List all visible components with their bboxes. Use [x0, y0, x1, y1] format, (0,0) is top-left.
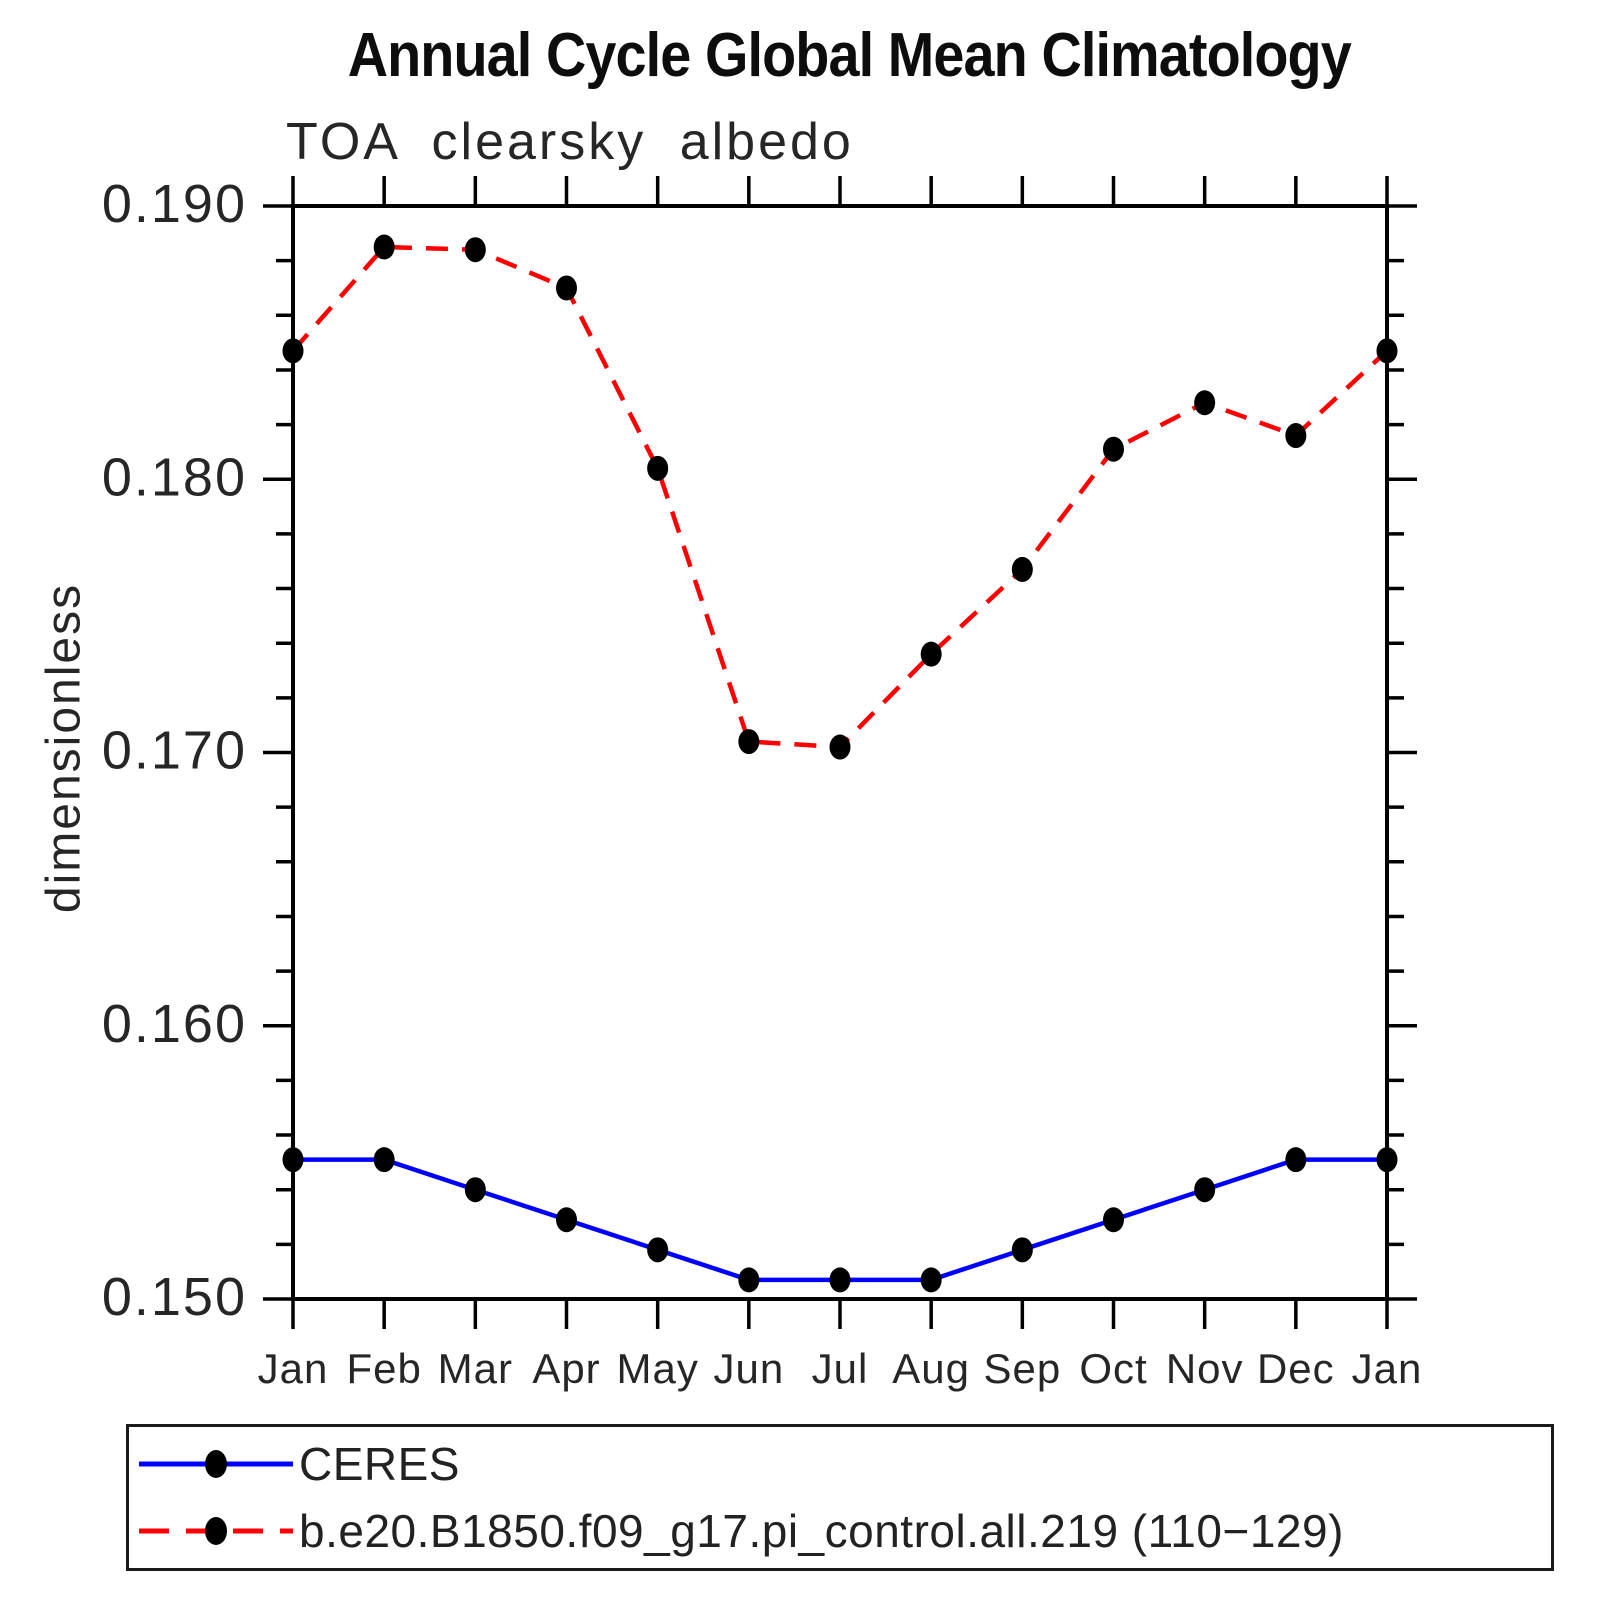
x-tick-label: Mar: [438, 1345, 513, 1392]
data-point-marker: [1103, 1207, 1124, 1233]
data-point-marker: [373, 234, 395, 260]
legend-label-model: b.e20.B1850.f09_g17.pi_control.all.219 (…: [299, 1505, 1344, 1558]
x-tick-label: Apr: [532, 1345, 600, 1392]
x-axis-ticks: Jan Feb Mar Apr May Jun Jul Aug Sep Oct Nov Dec Jan: [258, 176, 1423, 1392]
x-tick-label: May: [616, 1345, 698, 1392]
x-tick-label: Sep: [983, 1345, 1061, 1392]
x-tick-label: Jan: [258, 1345, 329, 1392]
chart-title: Annual Cycle Global Mean Climatology: [347, 21, 1352, 90]
y-tick-label: 0.160: [102, 994, 247, 1054]
y-tick-label: 0.190: [102, 174, 247, 234]
y-tick-label: 0.170: [102, 721, 247, 781]
data-point-marker: [829, 1267, 851, 1293]
series-ceres: [282, 1147, 1398, 1293]
y-axis-ticks: 0.150 0.160 0.170 0.180 0.190: [102, 174, 1417, 1327]
plot-frame: [291, 204, 1389, 1301]
data-point-marker: [556, 1207, 577, 1233]
x-tick-label: Jun: [713, 1345, 784, 1392]
data-point-marker: [1285, 423, 1307, 449]
x-tick-label: Dec: [1257, 1345, 1335, 1392]
data-point-marker: [1376, 338, 1398, 364]
legend-item-ceres: CERES: [135, 1433, 1551, 1495]
legend-marker-icon: [205, 1517, 227, 1546]
legend-swatch-ceres: [139, 1449, 293, 1478]
legend-swatch-model: [139, 1517, 293, 1546]
x-tick-label: Aug: [892, 1345, 970, 1392]
data-point-marker: [1194, 1177, 1216, 1203]
data-point-marker: [1194, 390, 1216, 416]
data-point-marker: [1285, 1147, 1307, 1173]
data-point-marker: [1011, 1237, 1033, 1263]
data-point-marker: [464, 237, 486, 263]
data-point-marker: [920, 1267, 942, 1293]
x-tick-label: Jan: [1352, 1345, 1423, 1392]
data-point-marker: [738, 729, 760, 755]
data-point-marker: [282, 1147, 304, 1173]
y-tick-label: 0.180: [102, 447, 247, 507]
data-point-marker: [738, 1267, 760, 1293]
data-point-marker: [647, 455, 669, 481]
data-point-marker: [829, 734, 851, 760]
legend-box: CERES b.e20.B1850.f09_g17.pi_control.all…: [126, 1424, 1554, 1571]
data-point-marker: [282, 338, 304, 364]
data-point-marker: [1011, 556, 1033, 582]
x-tick-label: Jul: [812, 1345, 869, 1392]
y-tick-label: 0.150: [102, 1267, 247, 1327]
data-point-marker: [556, 275, 577, 301]
data-point-marker: [1376, 1147, 1398, 1173]
chart-subtitle: TOA clearsky albedo: [286, 113, 854, 171]
x-tick-label: Oct: [1079, 1345, 1147, 1392]
series-model: [282, 234, 1398, 760]
legend-marker-icon: [205, 1449, 227, 1478]
legend-item-model: b.e20.B1850.f09_g17.pi_control.all.219 (…: [135, 1500, 1551, 1562]
x-tick-label: Feb: [346, 1345, 421, 1392]
series-line: [291, 244, 1389, 750]
x-tick-label: Nov: [1166, 1345, 1244, 1392]
legend-label-ceres: CERES: [299, 1437, 460, 1490]
data-point-marker: [373, 1147, 395, 1173]
series-line: [293, 1157, 1387, 1283]
data-point-marker: [920, 641, 942, 667]
data-point-marker: [647, 1237, 669, 1263]
data-point-marker: [464, 1177, 486, 1203]
data-point-marker: [1103, 436, 1124, 462]
